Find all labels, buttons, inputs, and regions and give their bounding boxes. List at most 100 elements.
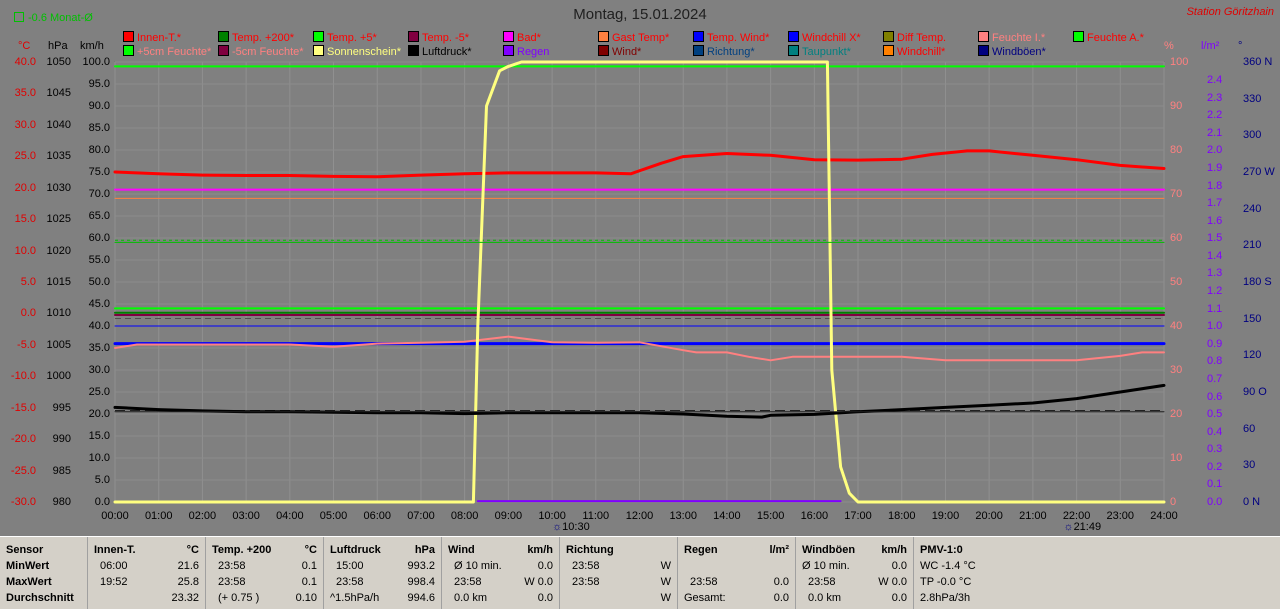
- legend-swatch: [408, 45, 419, 56]
- rain-tick: 2.0: [1207, 144, 1223, 157]
- stats-gust-min-value: 0.0: [891, 560, 907, 572]
- rain-tick: 1.1: [1207, 302, 1223, 315]
- speed-tick: 75.0: [88, 166, 110, 178]
- legend-item-innen-t[interactable]: Innen-T.*: [123, 31, 181, 45]
- legend-label: Taupunkt*: [802, 46, 851, 58]
- legend-item-wind[interactable]: Wind*: [598, 45, 641, 59]
- time-tick: 23:00: [1106, 510, 1135, 522]
- legend-item-temp-5[interactable]: Temp. -5*: [408, 31, 469, 45]
- stats-innen-max-time: 19:52: [100, 576, 128, 588]
- legend-swatch: [883, 31, 894, 42]
- stats-temp-min-value: 0.1: [301, 560, 317, 572]
- legend-swatch: [123, 45, 134, 56]
- legend-label: Temp. +200*: [232, 32, 295, 44]
- press-tick: 1045: [46, 87, 71, 100]
- stats-gust-avg-value: 0.0: [891, 592, 907, 604]
- speed-tick: 30.0: [88, 364, 110, 376]
- legend-swatch: [693, 45, 704, 56]
- temp-tick: -10.0: [10, 370, 36, 383]
- rain-tick: 0.1: [1207, 478, 1223, 491]
- stats-innen-min-value: 21.6: [177, 560, 199, 572]
- legend-item-bad[interactable]: Bad*: [503, 31, 541, 45]
- press-tick: 1025: [46, 213, 71, 226]
- temp-tick: -5.0: [17, 338, 36, 351]
- hum-tick: 90: [1170, 100, 1183, 112]
- stats-temp-header: Temp. +200: [212, 544, 272, 556]
- legend-item-regen[interactable]: Regen: [503, 45, 549, 59]
- legend-item-temp-5[interactable]: Temp. +5*: [313, 31, 377, 45]
- legend-label: Diff Temp.: [897, 32, 947, 44]
- hum-tick: 100: [1170, 56, 1189, 68]
- dir-unit: °: [1238, 40, 1243, 52]
- rain-tick: 2.2: [1207, 109, 1223, 122]
- stats-gust-header: Windböen: [802, 544, 856, 556]
- legend-item--5cm-feuchte[interactable]: -5cm Feuchte*: [218, 45, 304, 59]
- time-tick: 17:00: [844, 510, 872, 522]
- dir-tick: 210: [1243, 239, 1262, 252]
- sunset-marker: ☼21:49: [1063, 521, 1101, 533]
- speed-tick: 85.0: [88, 122, 110, 134]
- legend-label: Windböen*: [992, 46, 1046, 58]
- legend-item-richtung[interactable]: Richtung*: [693, 45, 755, 59]
- legend-item-sonnenschein[interactable]: Sonnenschein*: [313, 45, 401, 59]
- temp-tick: 30.0: [14, 118, 36, 131]
- legend-item-feuchte-i[interactable]: Feuchte I.*: [978, 31, 1045, 45]
- temp-tick: 20.0: [14, 181, 36, 194]
- legend-label: Luftdruck*: [422, 46, 472, 58]
- time-tick: 02:00: [188, 510, 217, 522]
- legend-item--5cm-feuchte[interactable]: +5cm Feuchte*: [123, 45, 211, 59]
- press-tick: 985: [52, 464, 71, 477]
- legend-item-temp-200[interactable]: Temp. +200*: [218, 31, 294, 45]
- legend-swatch: [218, 31, 229, 42]
- stats-press-trend: ^1.5hPa/h: [330, 592, 380, 604]
- legend-swatch: [1073, 31, 1084, 42]
- stats-pmv-dewpoint: TP -0.0 °C: [920, 576, 972, 588]
- dir-tick: 30: [1243, 459, 1256, 472]
- legend-item-windchill[interactable]: Windchill*: [883, 45, 945, 59]
- legend-item-luftdruck[interactable]: Luftdruck*: [408, 45, 472, 59]
- legend-swatch: [408, 31, 419, 42]
- speed-tick: 25.0: [88, 386, 110, 398]
- temp-tick: 40.0: [14, 56, 36, 68]
- stats-gust-max-time: 23:58: [808, 576, 836, 588]
- rain-tick: 2.3: [1207, 91, 1223, 104]
- rain-tick: 0.6: [1207, 390, 1223, 403]
- legend-item-feuchte-a[interactable]: Feuchte A.*: [1073, 31, 1144, 45]
- legend-item-windb-en[interactable]: Windböen*: [978, 45, 1046, 59]
- legend-label: Richtung*: [707, 46, 755, 58]
- stats-dir-min-value: W: [660, 560, 671, 572]
- weather-chart: [113, 60, 1166, 504]
- legend-item-gast-temp[interactable]: Gast Temp*: [598, 31, 669, 45]
- dir-tick: 0 N: [1243, 496, 1261, 508]
- stats-press-min-value: 993.2: [407, 560, 435, 572]
- legend-swatch: [123, 31, 134, 42]
- stats-wind-max-value: W 0.0: [524, 576, 553, 588]
- stats-pmv-windchill: WC -1.4 °C: [920, 560, 976, 572]
- legend-swatch: [883, 45, 894, 56]
- legend-item-diff-temp[interactable]: Diff Temp.: [883, 31, 946, 45]
- legend-item-windchill-x[interactable]: Windchill X*: [788, 31, 861, 45]
- dir-tick: 270 W: [1243, 166, 1275, 178]
- dir-tick: 120: [1243, 349, 1262, 362]
- speed-tick: 80.0: [88, 144, 110, 156]
- stats-press: Luftdruck hPa 15:00 993.2 23:58 998.4 ^1.5h…: [324, 537, 442, 609]
- press-tick: 1030: [46, 181, 71, 194]
- hum-unit: %: [1164, 40, 1174, 52]
- time-tick: 10:00: [538, 510, 566, 522]
- stats-wind-unit: km/h: [527, 544, 553, 556]
- rain-tick: 0.9: [1207, 337, 1223, 350]
- legend-label: Feuchte A.*: [1087, 32, 1144, 44]
- stats-temp-max-value: 0.1: [301, 576, 317, 588]
- legend-item-temp-wind[interactable]: Temp. Wind*: [693, 31, 769, 45]
- legend-label: Windchill*: [897, 46, 946, 58]
- legend-item-taupunkt[interactable]: Taupunkt*: [788, 45, 851, 59]
- time-tick: 08:00: [450, 510, 479, 522]
- stats-press-min-time: 15:00: [336, 560, 364, 572]
- stats-pmv-header: PMV-1:0: [920, 544, 963, 556]
- hum-tick: 10: [1170, 452, 1183, 464]
- legend-swatch: [598, 31, 609, 42]
- monthly-average-icon: [14, 12, 24, 22]
- dir-tick: 330: [1243, 92, 1262, 105]
- stats-dir: Richtung 23:58 W 23:58 W W: [560, 537, 678, 609]
- stats-temp-unit: °C: [304, 544, 317, 556]
